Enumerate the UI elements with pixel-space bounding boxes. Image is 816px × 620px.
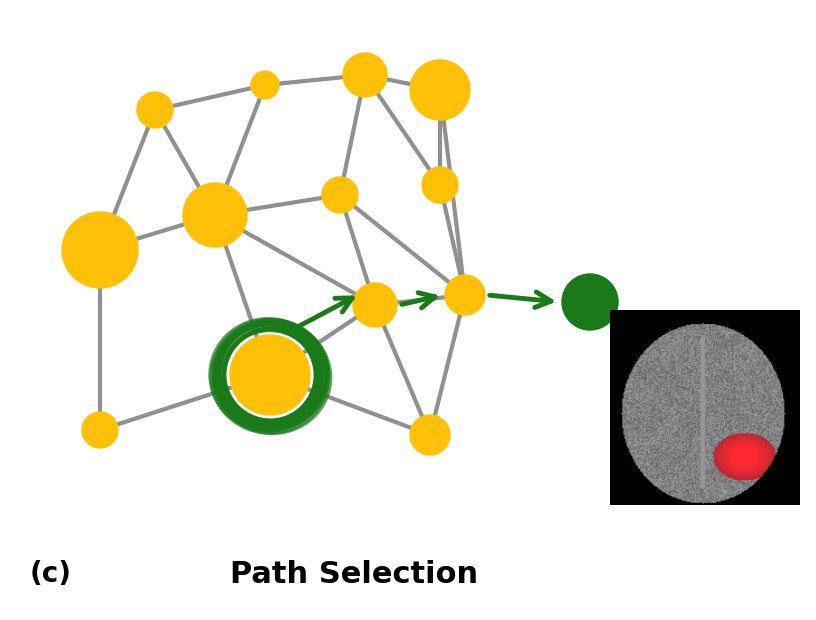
Circle shape [343,53,387,97]
Text: (c): (c) [30,560,72,588]
Circle shape [353,283,397,327]
Circle shape [562,274,618,330]
Circle shape [183,183,247,247]
Circle shape [82,412,118,448]
Circle shape [230,335,310,415]
Circle shape [445,275,485,315]
Circle shape [62,212,138,288]
Circle shape [137,92,173,128]
Text: Path Selection: Path Selection [230,560,478,589]
Circle shape [422,167,458,203]
Circle shape [251,71,279,99]
Circle shape [322,177,358,213]
Circle shape [410,415,450,455]
Circle shape [410,60,470,120]
